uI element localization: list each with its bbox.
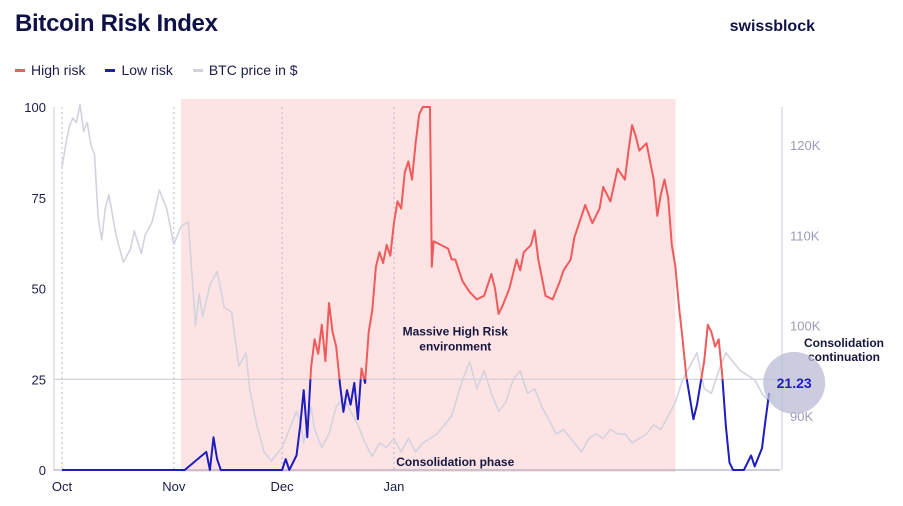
low-risk-line <box>62 379 312 471</box>
annotation-high-risk-line-1: Massive High Risk <box>403 325 509 339</box>
low-risk-swatch <box>105 68 116 72</box>
high-risk-line <box>364 106 688 380</box>
x-tick-label: Dec <box>271 479 295 494</box>
legend-label-btc-price: BTC price in $ <box>208 62 298 78</box>
y-right-tick-label: 100K <box>790 319 821 334</box>
annotation-consolidation-phase: Consolidation phase <box>396 455 514 469</box>
low-risk-line <box>363 379 367 384</box>
low-risk-line <box>338 379 362 421</box>
chart-title: Bitcoin Risk Index <box>15 10 218 37</box>
y-right-tick-label: 110K <box>790 228 820 243</box>
legend-item-btc-price: BTC price in $ <box>192 62 298 78</box>
y-left-tick-label: 0 <box>39 463 46 478</box>
high-risk-zone <box>181 99 676 472</box>
x-tick-label: Jan <box>383 479 404 494</box>
high-risk-line <box>359 367 366 380</box>
y-left-tick-label: 100 <box>24 100 46 115</box>
high-risk-line <box>309 302 341 380</box>
x-tick-label: Oct <box>52 479 73 494</box>
legend-item-low-risk: Low risk <box>105 62 173 78</box>
current-value-bubble <box>763 351 826 414</box>
low-risk-line <box>685 379 703 421</box>
legend-label-high-risk: High risk <box>31 62 86 78</box>
legend: High risk Low risk BTC price in $ <box>15 62 298 78</box>
current-value-label: 21.23 <box>777 375 812 391</box>
annotation-high-risk-line-2: environment <box>419 340 491 354</box>
annotation-continuation-line-2: continuation <box>808 350 880 364</box>
high-risk-line <box>700 323 724 380</box>
btc-price-line <box>61 103 770 462</box>
y-left-tick-label: 75 <box>32 191 46 206</box>
btc-price-swatch <box>192 68 203 72</box>
high-risk-swatch <box>15 68 25 72</box>
y-left-tick-label: 25 <box>32 372 46 387</box>
y-right-tick-label: 120K <box>790 138 821 153</box>
annotation-continuation-line-1: Consolidation <box>804 336 884 350</box>
legend-item-high-risk: High risk <box>15 62 85 78</box>
legend-label-low-risk: Low risk <box>121 62 173 78</box>
y-left-tick-label: 50 <box>32 282 46 297</box>
brand-logo: swissblock <box>729 18 815 35</box>
low-risk-line <box>721 379 771 471</box>
x-tick-label: Nov <box>162 479 186 494</box>
